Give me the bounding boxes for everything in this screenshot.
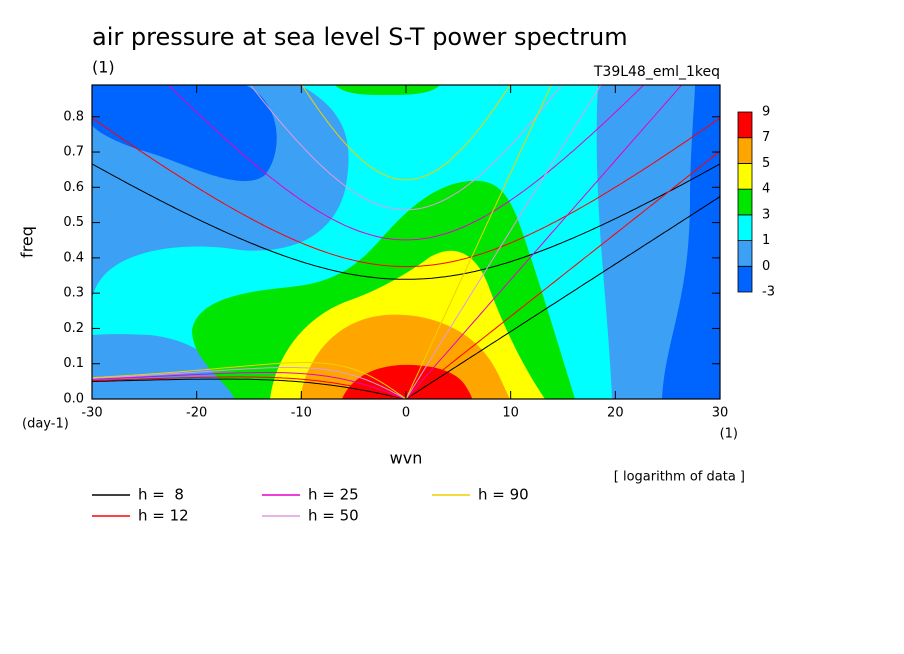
dispersion-curve: [405, 85, 683, 399]
y-tick-label: 0.6: [63, 180, 84, 195]
colorbar-box: [737, 163, 753, 190]
subtitle: (1): [92, 58, 115, 77]
dispersion-curve: [249, 85, 563, 211]
y-tick-label: 0.0: [63, 392, 84, 407]
dispersion-curve: [405, 85, 602, 399]
y-tick-label: 0.3: [63, 286, 84, 301]
dispersion-curve: [405, 196, 720, 399]
y-tick-label: 0.8: [63, 109, 84, 124]
x-tick-label: -20: [186, 406, 207, 421]
y-axis-label: freq: [18, 226, 37, 258]
dispersion-curve: [92, 362, 407, 399]
x-tick-label: 10: [502, 406, 519, 421]
colorbar-box: [737, 265, 753, 293]
run-label: T39L48_eml_1keq: [593, 64, 720, 80]
dispersion-curve: [92, 117, 720, 268]
dispersion-curve: [405, 150, 720, 399]
colorbar-label: 4: [762, 182, 770, 197]
y-tick-label: 0.5: [63, 215, 84, 230]
chart-title: air pressure at sea level S-T power spec…: [92, 23, 628, 51]
colorbar-label: 1: [762, 233, 770, 248]
y-unit: (day-1): [22, 417, 69, 432]
colorbar-label: 5: [762, 156, 770, 171]
x-tick-label: 0: [402, 406, 410, 421]
colorbar-box: [737, 240, 753, 267]
dispersion-curve: [301, 85, 511, 181]
contour-region: [335, 85, 440, 96]
legend-label: h = 25: [308, 486, 359, 504]
dispersion-curve: [167, 85, 645, 241]
legend-label: h = 50: [308, 507, 359, 525]
contour-region: [662, 85, 720, 399]
x-tick-label: 30: [712, 406, 729, 421]
colorbar-label: 9: [762, 105, 770, 120]
note: [ logarithm of data ]: [614, 470, 745, 485]
x-tick-label: 20: [607, 406, 624, 421]
colorbar-label: 7: [762, 130, 770, 145]
dispersion-curve: [92, 372, 407, 399]
colorbar-box: [737, 111, 753, 139]
dispersion-curves: [92, 85, 720, 399]
dispersion-curve: [92, 367, 407, 399]
contour-region: [92, 85, 277, 182]
y-tick-label: 0.2: [63, 321, 84, 336]
dispersion-curve: [92, 163, 720, 280]
y-tick-label: 0.4: [63, 250, 84, 265]
dispersion-curve: [92, 378, 407, 399]
y-tick-label: 0.7: [63, 145, 84, 160]
x-tick-label: -30: [81, 406, 102, 421]
legend-label: h = 8: [138, 486, 184, 504]
colorbar-label: 0: [762, 259, 770, 274]
legend-label: h = 12: [138, 507, 189, 525]
x-unit: (1): [720, 427, 738, 442]
colorbar-box: [737, 214, 753, 241]
colorbar-box: [737, 137, 753, 164]
colorbar-box: [737, 188, 753, 216]
colorbar-label: 3: [762, 207, 770, 222]
dispersion-curve: [405, 85, 552, 399]
legend-label: h = 90: [478, 486, 529, 504]
colorbar-label: -3: [762, 285, 775, 300]
dispersion-curve: [92, 376, 407, 399]
x-tick-label: -10: [291, 406, 312, 421]
y-tick-label: 0.1: [63, 356, 84, 371]
x-axis-label: wvn: [390, 449, 423, 468]
contour-field: [92, 85, 720, 399]
